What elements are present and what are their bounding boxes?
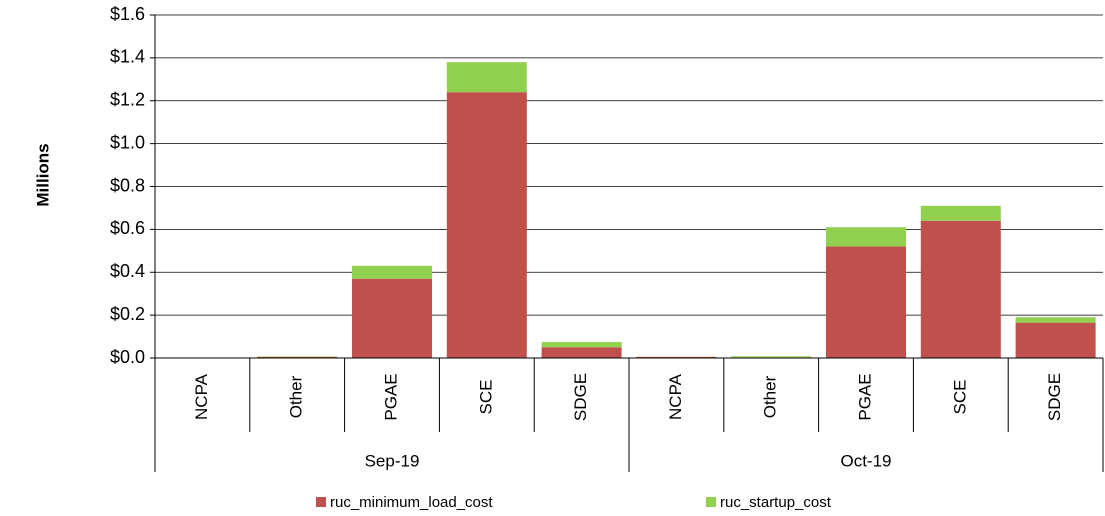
x-tick-label: NCPA bbox=[192, 373, 211, 420]
bar-segment bbox=[541, 341, 622, 348]
y-tick-label: $1.4 bbox=[110, 47, 145, 67]
x-tick-label: SCE bbox=[476, 380, 495, 415]
group-label: Sep-19 bbox=[365, 451, 420, 470]
y-tick-label: $1.2 bbox=[110, 90, 145, 110]
bar-segment bbox=[257, 356, 338, 358]
y-tick-label: $0.8 bbox=[110, 175, 145, 195]
bar-segment bbox=[826, 227, 906, 247]
bar-segment bbox=[541, 347, 622, 358]
bar-segment bbox=[920, 205, 1001, 221]
bar-segment bbox=[731, 356, 812, 358]
legend-swatch bbox=[706, 497, 716, 507]
y-tick-label: $0.0 bbox=[110, 347, 145, 367]
x-tick-label: SCE bbox=[950, 380, 969, 415]
bar-segment bbox=[920, 220, 1001, 358]
legend-swatch bbox=[316, 497, 326, 507]
x-tick-label: PGAE bbox=[855, 373, 874, 420]
y-tick-label: $1.6 bbox=[110, 4, 145, 24]
x-tick-label: Other bbox=[287, 375, 306, 418]
x-tick-label: SDGE bbox=[1045, 373, 1064, 421]
x-tick-label: PGAE bbox=[381, 373, 400, 420]
x-tick-label: Other bbox=[761, 375, 780, 418]
x-tick-label: SDGE bbox=[571, 373, 590, 421]
y-axis-label: Millions bbox=[33, 143, 52, 206]
group-label: Oct-19 bbox=[840, 451, 891, 470]
legend-label: ruc_minimum_load_cost bbox=[330, 494, 493, 511]
bar-segment bbox=[446, 62, 527, 93]
y-tick-label: $0.4 bbox=[110, 261, 145, 281]
y-tick-label: $1.0 bbox=[110, 132, 145, 152]
y-tick-label: $0.2 bbox=[110, 304, 145, 324]
bar-segment bbox=[826, 246, 906, 358]
legend-label: ruc_startup_cost bbox=[720, 494, 832, 511]
bar-segment bbox=[636, 356, 717, 358]
bar-segment bbox=[352, 265, 432, 279]
bar-segment bbox=[446, 92, 527, 359]
bar-segment bbox=[1015, 317, 1096, 323]
y-tick-label: $0.6 bbox=[110, 218, 145, 238]
x-tick-label: NCPA bbox=[666, 373, 685, 420]
bar-segment bbox=[1015, 322, 1096, 358]
bar-segment bbox=[352, 278, 432, 358]
